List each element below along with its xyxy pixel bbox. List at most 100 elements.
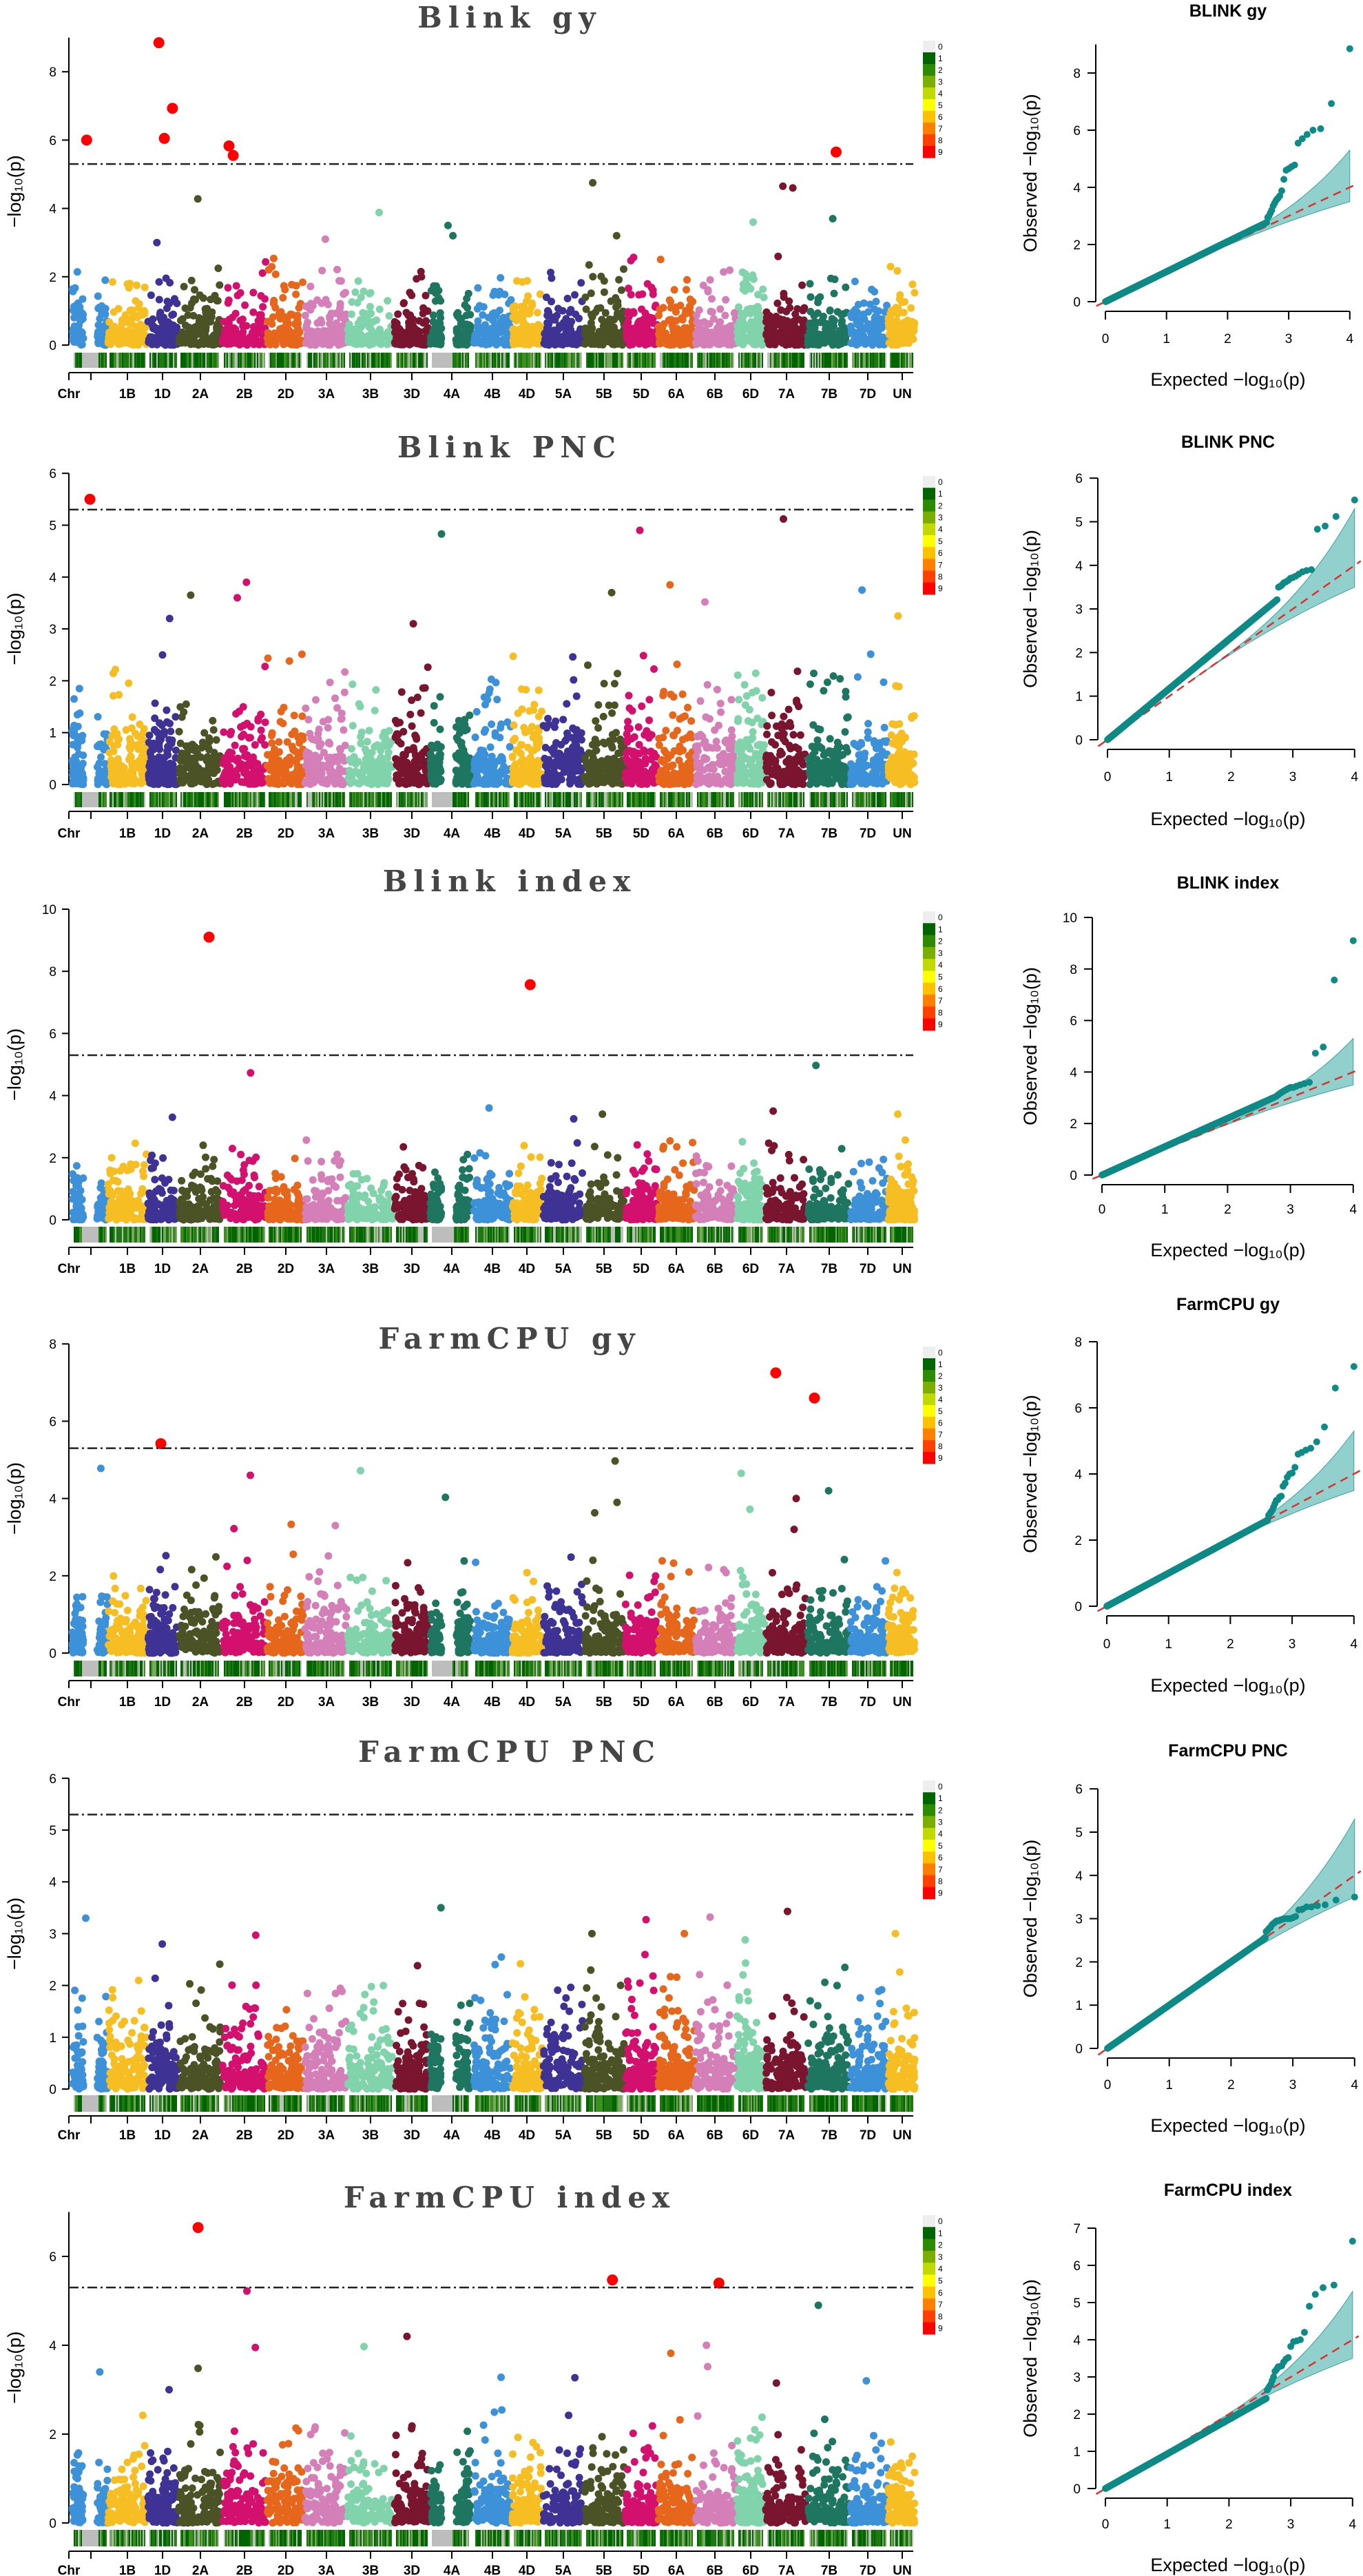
- snp-point: [510, 306, 518, 314]
- snp-point: [893, 267, 902, 275]
- snp-point: [399, 300, 408, 308]
- legend-label: 0: [938, 42, 943, 52]
- density-stripe: [116, 353, 118, 368]
- y-tick-label: 6: [49, 134, 56, 148]
- snp-point: [214, 320, 221, 329]
- snp-point-significant: [81, 134, 92, 146]
- snp-point: [656, 256, 665, 264]
- density-stripe: [257, 353, 258, 368]
- density-stripe: [280, 353, 281, 368]
- density-stripe: [546, 353, 548, 368]
- snp-point: [281, 286, 289, 293]
- density-stripe: [614, 353, 615, 368]
- snp-point: [365, 727, 373, 735]
- snp-point: [791, 310, 800, 318]
- snp-point: [830, 316, 838, 324]
- snp-point: [672, 317, 680, 325]
- density-stripe: [747, 353, 748, 368]
- density-stripe: [381, 353, 382, 368]
- snp-point: [721, 311, 729, 320]
- y-tick-label: 3: [49, 623, 56, 637]
- snp-point: [384, 297, 392, 305]
- density-stripe: [417, 353, 418, 368]
- density-stripe: [863, 353, 864, 368]
- snp-point: [326, 678, 334, 687]
- snp-point: [240, 339, 249, 347]
- snp-point-significant: [153, 37, 165, 49]
- snp-point: [79, 311, 87, 319]
- snp-point: [280, 703, 288, 711]
- snp-point: [156, 719, 164, 727]
- snp-point: [156, 313, 164, 321]
- snp-point-notable: [589, 178, 597, 187]
- density-stripe: [298, 353, 299, 368]
- legend-label: 8: [938, 136, 943, 145]
- snp-point: [342, 289, 349, 297]
- density-stripe: [607, 353, 608, 368]
- snp-point: [268, 729, 276, 737]
- snp-point: [125, 284, 133, 292]
- density-stripe: [246, 353, 247, 368]
- snp-point: [259, 303, 267, 311]
- snp-point: [526, 309, 534, 318]
- density-stripe: [618, 353, 619, 368]
- density-stripe: [250, 353, 251, 368]
- snp-point: [79, 334, 87, 342]
- snp-point: [420, 748, 428, 756]
- density-stripe: [549, 353, 550, 368]
- snp-point: [279, 293, 287, 302]
- snp-point: [229, 313, 237, 322]
- density-stripe: [857, 353, 859, 368]
- density-stripe: [79, 353, 81, 368]
- density-stripe: [322, 353, 323, 368]
- y-axis-label: −log₁₀(p): [4, 155, 25, 227]
- density-stripe: [371, 353, 373, 368]
- density-stripe: [83, 353, 85, 368]
- qq-point: [1317, 125, 1324, 132]
- snp-point: [683, 309, 691, 317]
- density-stripe: [306, 353, 308, 368]
- snp-point: [231, 325, 240, 333]
- density-stripe: [884, 353, 885, 368]
- density-stripe: [774, 353, 776, 368]
- density-stripe: [773, 353, 774, 368]
- snp-point: [408, 722, 416, 730]
- snp-point: [114, 304, 123, 313]
- snp-point: [275, 310, 283, 318]
- density-stripe: [742, 353, 744, 368]
- density-stripe: [890, 353, 891, 368]
- density-stripe: [787, 353, 788, 368]
- density-stripe: [650, 353, 652, 368]
- snp-point: [352, 760, 360, 768]
- x-tick-label: 2A: [192, 387, 209, 402]
- density-stripe: [198, 353, 200, 368]
- snp-point: [601, 309, 610, 317]
- snp-point: [318, 340, 326, 347]
- density-stripe: [351, 353, 352, 368]
- snp-point: [724, 340, 732, 349]
- snp-point: [70, 313, 79, 322]
- snp-point: [135, 778, 143, 786]
- density-stripe: [92, 353, 93, 368]
- snp-point: [72, 301, 81, 309]
- density-stripe: [726, 353, 727, 368]
- density-stripe: [251, 353, 253, 368]
- snp-point: [364, 778, 371, 786]
- density-stripe: [515, 353, 517, 368]
- density-stripe: [141, 353, 143, 368]
- snp-point: [594, 336, 602, 344]
- density-stripe: [911, 353, 912, 368]
- density-stripe: [379, 353, 381, 368]
- density-stripe: [905, 353, 906, 368]
- density-stripe: [101, 353, 103, 368]
- density-stripe: [96, 353, 97, 368]
- density-stripe: [811, 353, 812, 368]
- density-stripe: [418, 353, 419, 368]
- snp-point: [672, 308, 680, 316]
- snp-point: [269, 254, 278, 262]
- snp-point: [182, 742, 190, 750]
- density-stripe: [837, 353, 838, 368]
- snp-point-significant: [831, 146, 842, 158]
- density-stripe: [415, 353, 417, 368]
